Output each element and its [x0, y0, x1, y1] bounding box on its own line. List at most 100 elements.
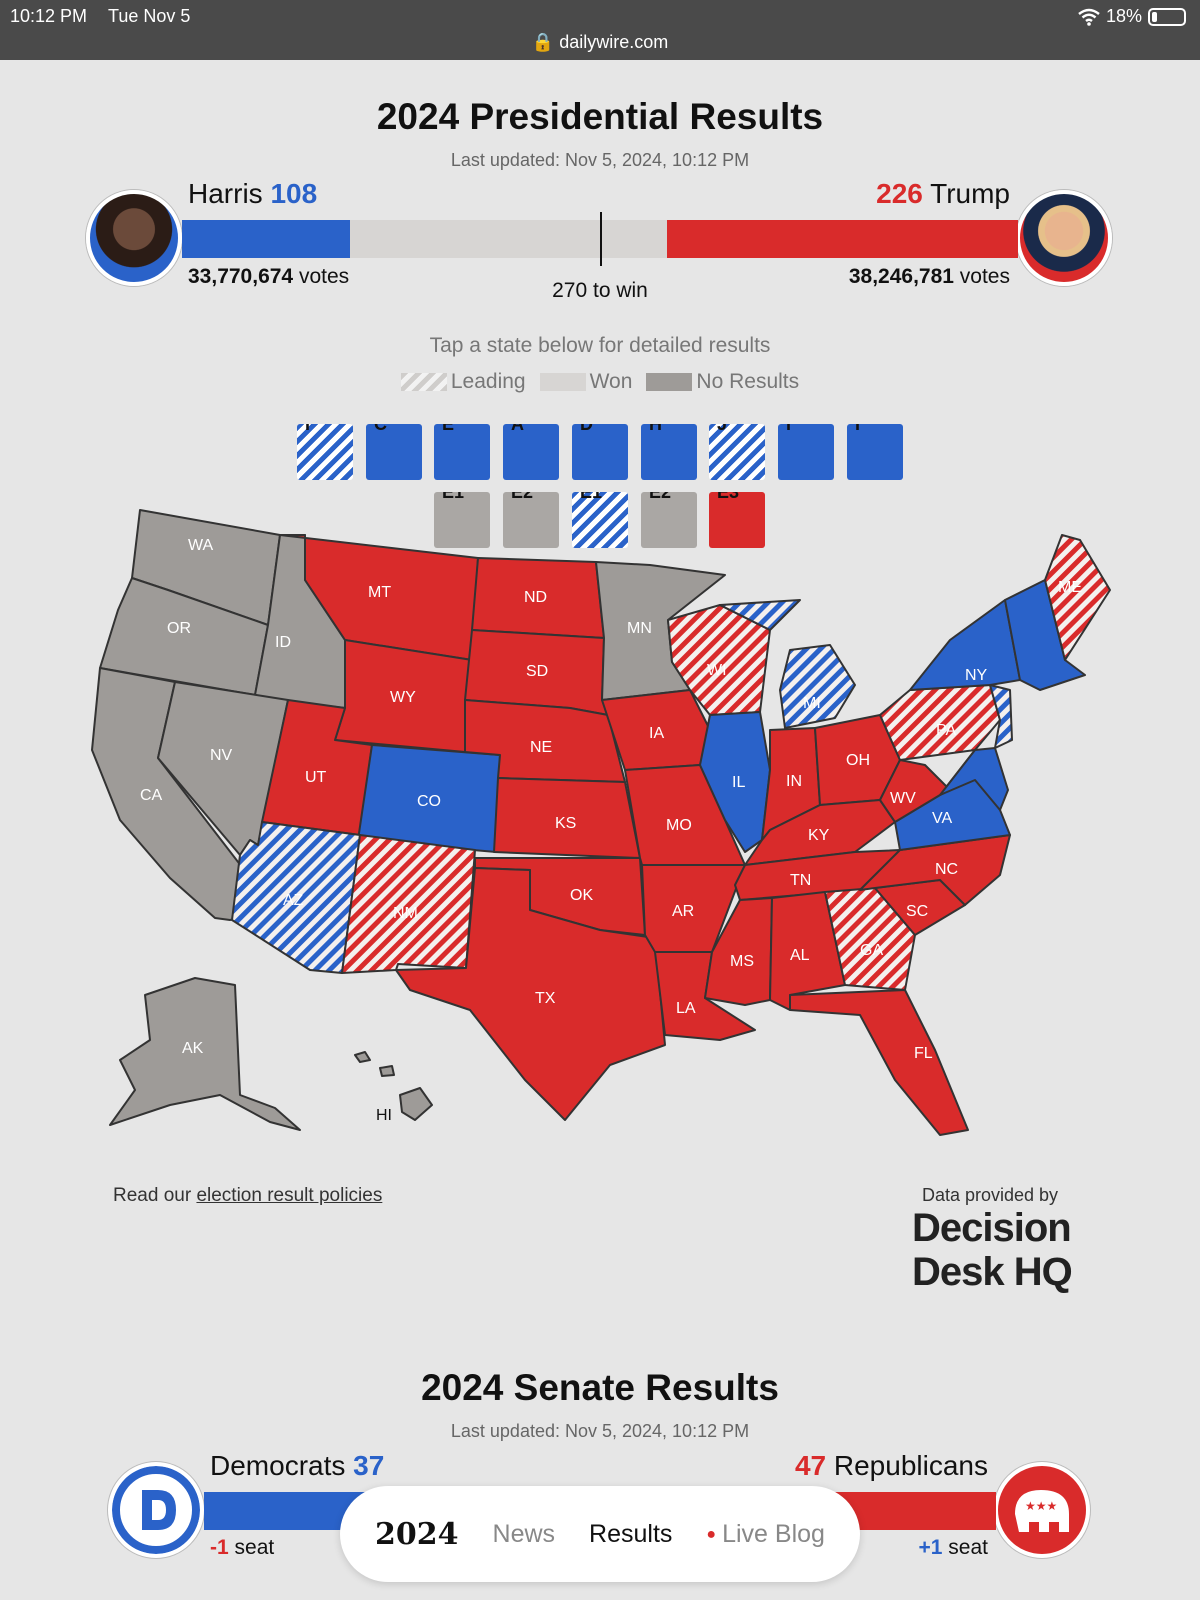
harris-bar-fill [182, 220, 350, 258]
trump-votes: 38,246,781 votes [848, 265, 1010, 288]
label-il: IL [732, 774, 745, 791]
district-box[interactable]: E2 [503, 492, 559, 548]
map-legend: Leading Won No Results [0, 370, 1200, 394]
district-box[interactable]: E3 [709, 492, 765, 548]
district-box[interactable]: J [709, 424, 765, 480]
label-mn: MN [627, 620, 652, 637]
label-nm: NM [393, 905, 418, 922]
label-wa: WA [188, 537, 214, 554]
republicans-seat-change: +1 seat [918, 1536, 989, 1559]
elephant-icon: ★★★ [1015, 1490, 1069, 1532]
address-bar[interactable]: 🔒 dailywire.com [0, 32, 1200, 53]
state-me[interactable] [1044, 534, 1111, 661]
label-tx: TX [535, 990, 556, 1007]
status-date: Tue Nov 5 [108, 6, 191, 26]
label-or: OR [167, 620, 191, 637]
trump-label: 226 Trump [876, 178, 1010, 210]
label-sd: SD [526, 663, 548, 680]
nav-live-blog[interactable]: ● Live Blog [706, 1519, 825, 1548]
label-la: LA [676, 1000, 696, 1017]
label-sc: SC [906, 903, 928, 920]
harris-votes: 33,770,674 votes [188, 265, 350, 288]
battery-icon [1148, 7, 1186, 26]
label-va: VA [932, 810, 952, 827]
state-labels: WA OR ID CA NV MT WY UT CO AZ NM ND SD N… [140, 537, 1082, 1124]
status-indicators: 18% [1078, 6, 1186, 27]
district-box[interactable]: I [847, 424, 903, 480]
label-mt: MT [368, 584, 391, 601]
label-tn: TN [790, 872, 811, 889]
label-al: AL [790, 947, 810, 964]
democrats-label: Democrats 37 [210, 1450, 385, 1481]
label-ok: OK [570, 887, 593, 904]
policy-text: Read our election result policies [113, 1185, 383, 1206]
status-bar: 10:12 PM Tue Nov 5 🔒 dailywire.com 18% [0, 0, 1200, 60]
democrat-logo [108, 1462, 204, 1558]
legend-leading: Leading [400, 370, 526, 394]
trump-electoral: 226 [876, 178, 923, 209]
url-text: dailywire.com [559, 32, 669, 52]
state-az[interactable] [231, 821, 361, 974]
us-results-map: WA OR ID CA NV MT WY UT CO AZ NM ND SD N… [0, 490, 1200, 1170]
label-az: AZ [283, 892, 304, 909]
label-wy: WY [390, 689, 416, 706]
label-co: CO [417, 793, 441, 810]
district-box[interactable]: D [572, 424, 628, 480]
svg-text:★★★: ★★★ [1025, 1499, 1057, 1513]
nav-news[interactable]: News [492, 1519, 556, 1548]
state-nm[interactable] [341, 834, 476, 974]
label-ny: NY [965, 667, 988, 684]
harris-name: Harris [188, 178, 263, 209]
state-de-md[interactable] [939, 747, 1009, 811]
district-box[interactable]: H [641, 424, 697, 480]
senate-updated: Last updated: Nov 5, 2024, 10:12 PM [450, 1421, 750, 1441]
state-mi[interactable] [719, 599, 856, 729]
legend-won: Won [539, 370, 632, 394]
label-ut: UT [305, 769, 327, 786]
label-pa: PA [936, 722, 956, 739]
democrat-d-icon [112, 1466, 200, 1554]
label-ks: KS [555, 815, 576, 832]
label-nc: NC [935, 861, 958, 878]
label-ne: NE [530, 739, 552, 756]
label-in: IN [786, 773, 802, 790]
district-box[interactable]: I [778, 424, 834, 480]
label-mo: MO [666, 817, 692, 834]
state-ak[interactable] [109, 977, 301, 1131]
label-ak: AK [182, 1040, 204, 1057]
state-il[interactable] [699, 711, 771, 853]
label-oh: OH [846, 752, 870, 769]
state-fl[interactable] [789, 989, 969, 1136]
label-ca: CA [140, 787, 163, 804]
district-box[interactable]: A [503, 424, 559, 480]
policy-link[interactable]: election result policies [196, 1185, 383, 1206]
label-ia: IA [649, 725, 664, 742]
trump-name: Trump [930, 178, 1010, 209]
trump-avatar [1016, 190, 1112, 286]
state-wy[interactable] [334, 639, 473, 753]
nav-brand[interactable]: 2024 [375, 1516, 459, 1552]
ddhq-logo: Decision Desk HQ [912, 1206, 1073, 1294]
label-ar: AR [672, 903, 694, 920]
republicans-label: 47 Republicans [794, 1450, 988, 1481]
live-dot-icon: ● [706, 1525, 717, 1543]
trump-bar-fill [666, 220, 1018, 258]
presidential-title: 2024 Presidential Results [376, 96, 824, 137]
district-box[interactable]: C [366, 424, 422, 480]
label-ky: KY [808, 827, 830, 844]
district-box[interactable]: I [297, 424, 353, 480]
state-nj[interactable] [989, 684, 1013, 749]
state-tx[interactable] [395, 867, 666, 1121]
republican-logo: ★★★ [994, 1462, 1090, 1558]
tap-hint: Tap a state below for detailed results [429, 334, 771, 357]
district-box[interactable]: E [434, 424, 490, 480]
state-hi[interactable] [354, 1051, 433, 1121]
harris-electoral: 108 [270, 178, 318, 209]
district-box[interactable]: E1 [572, 492, 628, 548]
senate-title: 2024 Senate Results [421, 1367, 779, 1408]
nav-results[interactable]: Results [589, 1519, 673, 1548]
district-box[interactable]: E1 [434, 492, 490, 548]
district-box[interactable]: E2 [641, 492, 697, 548]
label-fl: FL [914, 1045, 933, 1062]
label-ms: MS [730, 953, 754, 970]
